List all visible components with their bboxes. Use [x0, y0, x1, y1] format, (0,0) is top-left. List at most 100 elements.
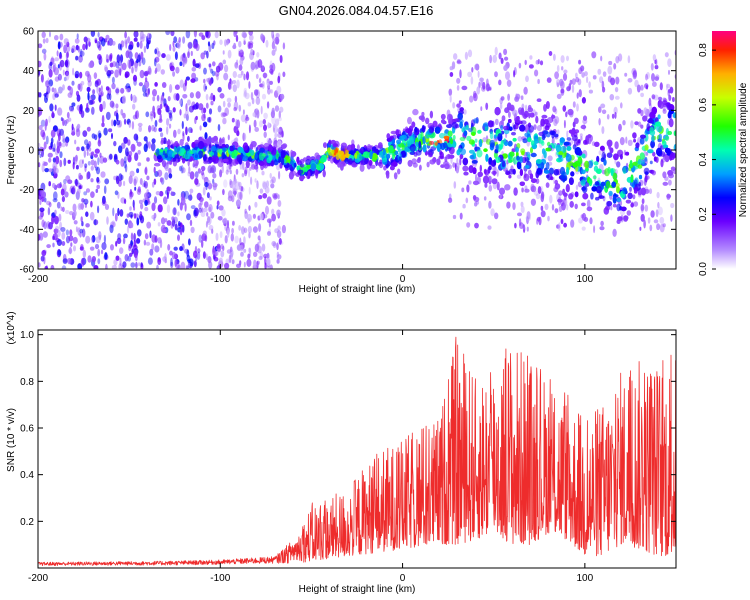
- spectrogram-noise-blob: [146, 157, 150, 162]
- spectrogram-noise-blob: [124, 163, 128, 173]
- spectrogram-noise-blob: [135, 110, 140, 120]
- spectrogram-noise-blob: [649, 224, 653, 232]
- spectrogram-noise-blob: [266, 218, 272, 223]
- spectrogram-signal-blob: [545, 182, 550, 188]
- spectrogram-noise-blob: [257, 59, 263, 68]
- spectrogram-signal-blob: [527, 137, 532, 143]
- spectrogram-signal-blob: [667, 170, 674, 176]
- spectrogram-noise-blob: [227, 49, 232, 59]
- spectrogram-noise-blob: [202, 121, 208, 128]
- spectrogram-signal-blob: [465, 124, 469, 131]
- spectrogram-noise-blob: [172, 40, 175, 48]
- spectrogram-noise-blob: [452, 102, 456, 109]
- spectrogram-noise-blob: [75, 164, 79, 170]
- spectrogram-signal-blob: [444, 156, 448, 163]
- spectrogram-noise-blob: [523, 86, 528, 95]
- spectrogram-noise-blob: [179, 109, 182, 116]
- spectrogram-noise-blob: [69, 105, 74, 111]
- spectrogram-signal-blob: [507, 140, 513, 147]
- spectrogram-noise-blob: [211, 228, 214, 234]
- spectrogram-noise-blob: [99, 152, 102, 158]
- spectrogram-noise-blob: [185, 31, 191, 39]
- spectrogram-signal-blob: [575, 147, 582, 154]
- spectrogram-signal-blob: [369, 150, 373, 160]
- spectrogram-signal-blob: [643, 167, 650, 175]
- spectrogram-noise-blob: [185, 76, 190, 81]
- spectrogram-signal-blob: [582, 185, 588, 194]
- spectrogram-noise-blob: [652, 81, 657, 87]
- spectrogram-noise-blob: [560, 80, 565, 90]
- spectrogram-noise-blob: [563, 198, 568, 207]
- spectrogram-noise-blob: [78, 159, 84, 168]
- spectrogram-signal-blob: [459, 107, 465, 112]
- spectrogram-noise-blob: [54, 57, 59, 62]
- spectrogram-noise-blob: [640, 92, 644, 98]
- spectrogram-signal-blob: [606, 152, 613, 158]
- spectrogram-signal-blob: [640, 134, 646, 139]
- spectrogram-signal-blob: [545, 147, 552, 152]
- spectrogram-signal-blob: [491, 178, 498, 185]
- spectrogram-noise-blob: [154, 69, 157, 75]
- spectrogram-noise-blob: [83, 198, 89, 205]
- spectrogram-signal-blob: [472, 167, 477, 175]
- spectrogram-noise-blob: [115, 175, 120, 185]
- snr-frame: [37, 329, 677, 569]
- spectrogram-noise-blob: [216, 265, 221, 269]
- spectrogram-signal-blob: [649, 160, 653, 165]
- spectrogram-signal-blob: [328, 140, 332, 146]
- spectrogram-noise-blob: [607, 65, 613, 75]
- spectrogram-noise-blob: [133, 232, 136, 242]
- spectrogram-noise-blob: [111, 82, 116, 90]
- spectrogram-noise-blob: [245, 71, 250, 81]
- spectrogram-noise-blob: [265, 39, 269, 48]
- spectrogram-signal-blob: [463, 130, 468, 137]
- spectrogram-signal-blob: [640, 124, 644, 129]
- spectrogram-noise-blob: [104, 66, 109, 73]
- spectrogram-noise-blob: [666, 194, 672, 199]
- spectrogram-noise-blob: [227, 220, 229, 229]
- spectrogram-signal-blob: [323, 142, 327, 149]
- spectrogram-noise-blob: [223, 179, 228, 188]
- spectrogram-ylabel: Frequency (Hz): [6, 116, 17, 185]
- spectrogram-noise-blob: [191, 67, 197, 72]
- spectrogram-noise-blob: [281, 224, 286, 234]
- spectrogram-noise-blob: [248, 81, 251, 89]
- spectrogram-signal-blob: [577, 139, 581, 144]
- spectrogram-noise-blob: [251, 97, 255, 105]
- spectrogram-noise-blob: [38, 60, 42, 68]
- spectrogram-noise-blob: [73, 220, 78, 225]
- spectrogram-signal-blob: [208, 156, 213, 161]
- spectrogram-noise-blob: [169, 44, 172, 51]
- spectrogram-noise-blob: [256, 261, 259, 269]
- spectrogram-noise-blob: [171, 251, 176, 260]
- spectrogram-signal-blob: [474, 138, 478, 143]
- spectrogram-noise-blob: [111, 265, 117, 269]
- spectrogram-signal-blob: [499, 144, 503, 150]
- spectrogram-noise-blob: [43, 141, 47, 150]
- spectrogram-noise-blob: [214, 31, 219, 39]
- spectrogram-noise-blob: [163, 196, 168, 205]
- spectrogram-noise-blob: [227, 190, 233, 199]
- spectrogram-signal-blob: [596, 155, 600, 163]
- spectrogram-noise-blob: [120, 40, 125, 48]
- y-tick-label: 20: [23, 106, 35, 117]
- spectrogram-noise-blob: [611, 113, 615, 119]
- spectrogram-noise-blob: [144, 206, 149, 212]
- spectrogram-noise-blob: [48, 69, 53, 78]
- spectrogram-noise-blob: [38, 142, 41, 148]
- spectrogram-signal-blob: [616, 197, 622, 203]
- spectrogram-noise-blob: [208, 63, 212, 68]
- spectrogram-noise-blob: [212, 94, 216, 102]
- spectrogram-signal-blob: [217, 159, 224, 168]
- spectrogram-noise-blob: [81, 146, 85, 152]
- spectrogram-noise-blob: [156, 63, 161, 72]
- spectrogram-signal-blob: [468, 165, 474, 174]
- spectrogram-noise-blob: [644, 204, 649, 212]
- spectrogram-noise-blob: [562, 73, 568, 81]
- spectrogram-noise-blob: [221, 164, 224, 174]
- spectrogram-noise-blob: [46, 244, 51, 249]
- spectrogram-signal-blob: [358, 148, 365, 154]
- spectrogram-signal-blob: [524, 188, 530, 193]
- spectrogram-noise-blob: [58, 86, 63, 94]
